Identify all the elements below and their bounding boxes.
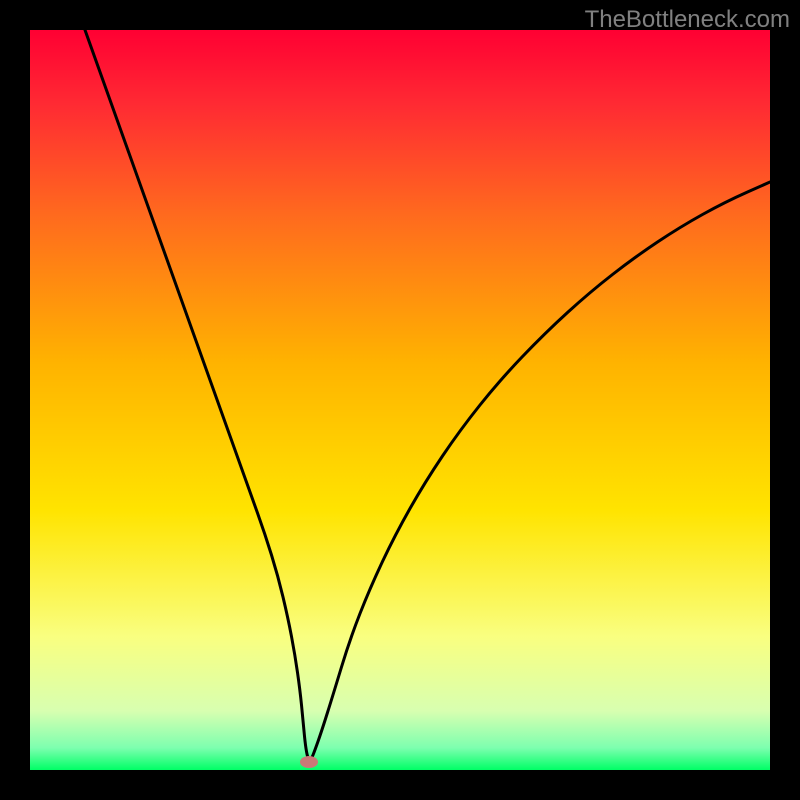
curve-minimum-marker (300, 756, 318, 768)
chart-svg (30, 30, 770, 770)
watermark-text: TheBottleneck.com (585, 6, 790, 34)
bottleneck-curve (85, 30, 770, 760)
plot-area (30, 30, 770, 770)
chart-frame: TheBottleneck.com (0, 0, 800, 800)
